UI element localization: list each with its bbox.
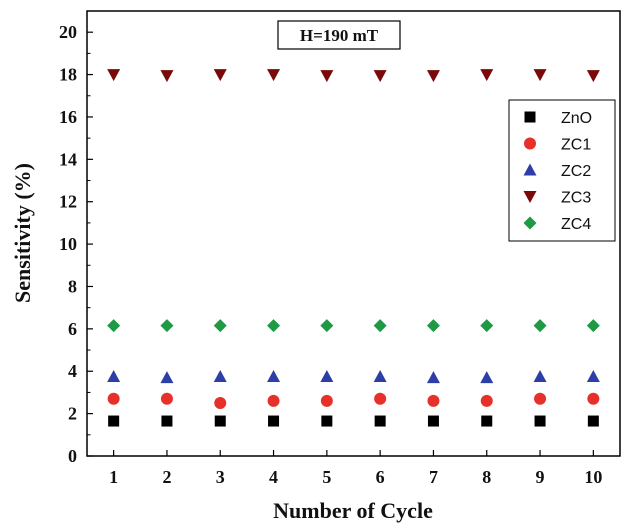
data-point-zno <box>268 415 280 427</box>
data-point-zc2 <box>160 371 174 384</box>
y-tick-label: 10 <box>59 234 77 254</box>
data-point-zc3 <box>426 70 440 83</box>
data-point-zc2 <box>480 371 494 384</box>
data-point-zc4 <box>107 319 121 333</box>
data-point-zc2 <box>426 371 440 384</box>
data-point-zc4 <box>320 319 334 333</box>
x-tick-label: 6 <box>376 467 385 487</box>
y-tick-label: 2 <box>68 404 77 424</box>
data-point-zc3 <box>373 70 387 83</box>
data-point-zno <box>587 415 599 427</box>
data-point-zno <box>534 415 546 427</box>
data-point-zc2 <box>586 370 600 383</box>
legend-label-zc4: ZC4 <box>561 216 591 233</box>
y-tick-label: 20 <box>59 22 77 42</box>
data-point-zno <box>374 415 386 427</box>
series-zno <box>108 415 599 427</box>
legend-label-zc3: ZC3 <box>561 190 591 207</box>
data-point-zc3 <box>213 69 227 82</box>
data-point-zc4 <box>533 319 547 333</box>
data-point-zc2 <box>320 370 334 383</box>
series-zc2 <box>107 370 600 384</box>
x-tick-label: 9 <box>536 467 545 487</box>
annotation-label: H=190 mT <box>300 26 379 45</box>
data-point-zc3 <box>320 70 334 83</box>
legend: ZnO ZC1 ZC2 ZC3 ZC4 <box>508 99 616 242</box>
data-point-zc2 <box>213 370 227 383</box>
data-point-zc3 <box>107 69 121 82</box>
legend-label-zno: ZnO <box>561 110 592 127</box>
data-point-zc2 <box>107 370 121 383</box>
data-point-zc4 <box>373 319 387 333</box>
legend-label-zc1: ZC1 <box>561 137 591 154</box>
legend-marker-zc3 <box>523 191 537 203</box>
x-tick-label: 5 <box>322 467 331 487</box>
data-point-zc4 <box>426 319 440 333</box>
x-tick-label: 2 <box>162 467 171 487</box>
field-annotation: H=190 mT <box>277 20 401 50</box>
x-tick-label: 1 <box>109 467 118 487</box>
data-point-zc1 <box>374 392 387 405</box>
data-point-zc1 <box>587 392 600 405</box>
data-point-zc4 <box>480 319 494 333</box>
data-point-zc2 <box>533 370 547 383</box>
series-zc4 <box>107 319 600 333</box>
y-tick-label: 18 <box>59 65 77 85</box>
x-tick-label: 7 <box>429 467 438 487</box>
x-tick-label: 3 <box>216 467 225 487</box>
data-point-zno <box>161 415 173 427</box>
data-point-zc1 <box>160 392 173 405</box>
data-point-zc4 <box>213 319 227 333</box>
data-point-zc3 <box>160 70 174 83</box>
data-point-zc3 <box>480 69 494 82</box>
data-point-zc2 <box>373 370 387 383</box>
y-tick-label: 12 <box>59 192 77 212</box>
legend-marker-zc1 <box>524 137 536 150</box>
x-tick-label: 10 <box>584 467 602 487</box>
data-point-zc1 <box>480 394 493 407</box>
y-tick-label: 16 <box>59 107 77 127</box>
y-tick-label: 14 <box>59 149 77 169</box>
data-point-zc3 <box>533 69 547 82</box>
data-point-zc1 <box>427 394 440 407</box>
y-tick-label: 6 <box>68 319 77 339</box>
data-point-zc4 <box>267 319 281 333</box>
data-point-zno <box>481 415 493 427</box>
y-tick-label: 0 <box>68 446 77 466</box>
legend-marker-zno <box>524 111 536 123</box>
data-point-zc2 <box>267 370 281 383</box>
x-axis-title: Number of Cycle <box>273 498 433 523</box>
y-tick-label: 4 <box>68 361 77 381</box>
x-tick-label: 4 <box>269 467 278 487</box>
data-point-zc3 <box>267 69 281 82</box>
data-point-zc1 <box>534 392 547 405</box>
legend-label-zc2: ZC2 <box>561 163 591 180</box>
data-point-zc3 <box>586 70 600 83</box>
annotation-box <box>277 20 401 50</box>
data-point-zc1 <box>214 397 227 410</box>
data-point-zc1 <box>107 392 120 405</box>
data-point-zc1 <box>320 394 333 407</box>
data-point-zc4 <box>160 319 174 333</box>
data-point-zno <box>427 415 439 427</box>
x-tick-label: 8 <box>482 467 491 487</box>
plot-frame <box>86 10 621 457</box>
series-zc3 <box>107 69 600 83</box>
data-markers <box>107 69 600 427</box>
y-tick-label: 8 <box>68 276 77 296</box>
data-point-zno <box>321 415 333 427</box>
data-point-zno <box>214 415 226 427</box>
legend-marker-zc4 <box>523 216 537 230</box>
series-zc1 <box>107 392 600 410</box>
legend-marker-zc2 <box>523 163 537 176</box>
data-point-zno <box>108 415 120 427</box>
data-point-zc4 <box>586 319 600 333</box>
y-axis-title: Sensitivity (%) <box>10 163 35 303</box>
data-point-zc1 <box>267 394 280 407</box>
